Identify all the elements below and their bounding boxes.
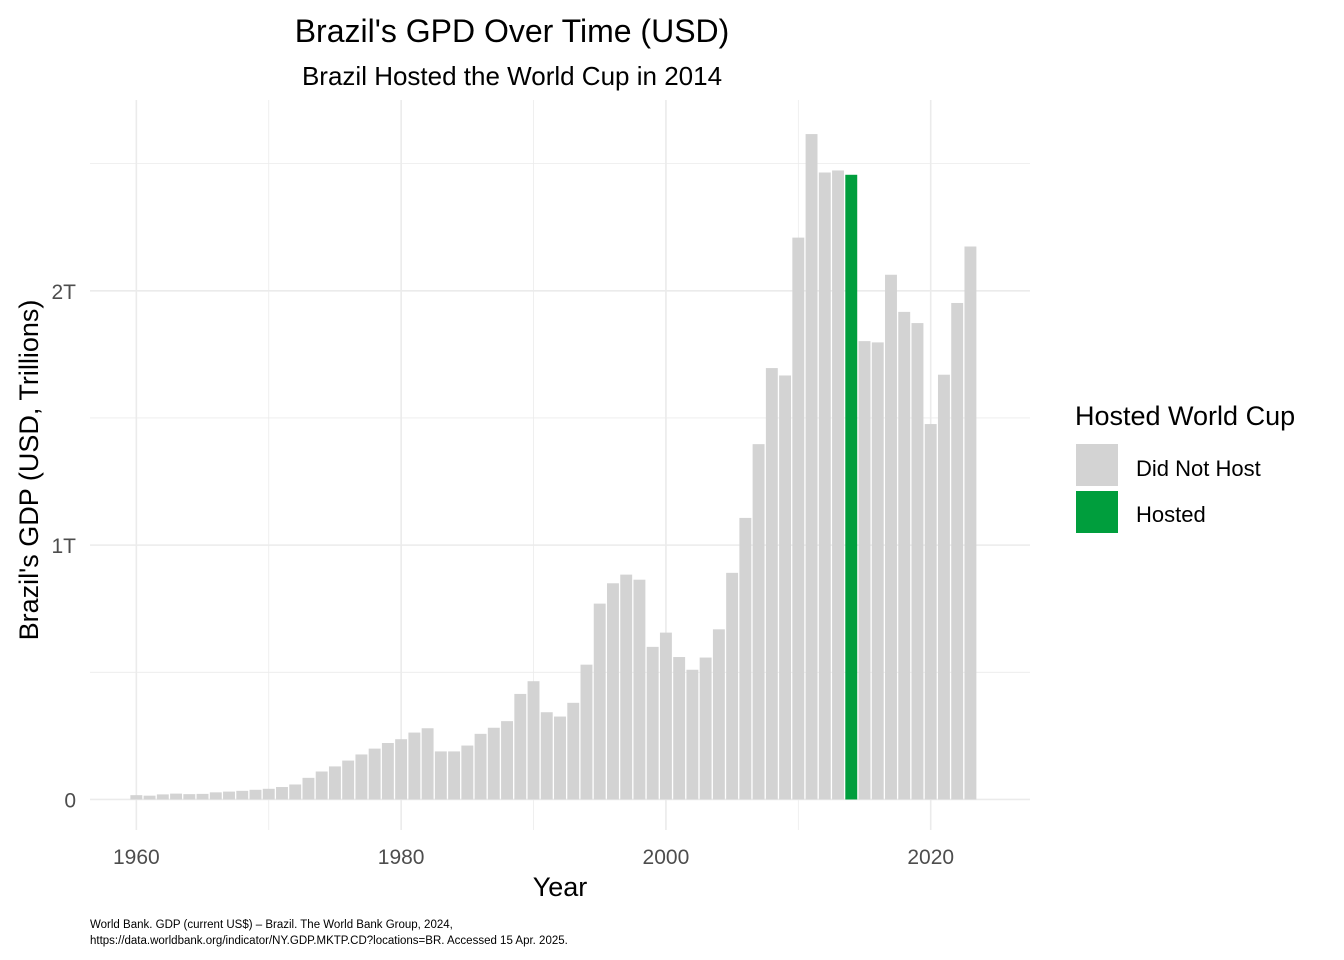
x-tick-label: 1960 xyxy=(113,846,160,869)
legend-label-did-not-host: Did Not Host xyxy=(1136,456,1261,481)
bar-1981 xyxy=(408,732,421,800)
bar-1995 xyxy=(593,603,606,800)
bar-2021 xyxy=(937,374,950,800)
bar-1997 xyxy=(620,574,633,800)
bar-1973 xyxy=(302,777,315,800)
bar-2018 xyxy=(898,311,911,800)
bar-2017 xyxy=(885,274,897,800)
bar-1969 xyxy=(249,789,262,800)
bar-1972 xyxy=(289,784,302,800)
bar-2008 xyxy=(765,368,778,800)
bar-1968 xyxy=(236,790,249,800)
x-axis-title: Year xyxy=(533,872,588,902)
bar-1961 xyxy=(143,795,156,800)
bar-1989 xyxy=(514,693,527,800)
bar-2014 xyxy=(845,174,858,800)
legend-title: Hosted World Cup xyxy=(1075,401,1295,431)
bar-1994 xyxy=(580,664,593,800)
legend-label-hosted: Hosted xyxy=(1136,502,1206,527)
bar-1986 xyxy=(474,733,487,800)
bar-1979 xyxy=(381,743,394,800)
legend: Hosted World Cup Did Not Host Hosted xyxy=(1075,401,1295,533)
chart-title: Brazil's GPD Over Time (USD) xyxy=(295,13,730,49)
bar-1993 xyxy=(567,702,580,800)
bar-1998 xyxy=(633,579,646,800)
bar-1975 xyxy=(328,766,341,800)
bar-1983 xyxy=(434,751,447,800)
bar-1984 xyxy=(448,751,461,800)
bar-1999 xyxy=(646,646,659,800)
x-tick-label: 2000 xyxy=(643,846,690,869)
y-tick-label: 1T xyxy=(51,535,76,558)
bar-1966 xyxy=(209,792,222,800)
chart-subtitle: Brazil Hosted the World Cup in 2014 xyxy=(302,61,722,91)
bar-1980 xyxy=(395,739,408,800)
bars xyxy=(130,134,977,800)
bar-2001 xyxy=(673,657,686,800)
bar-1987 xyxy=(487,727,500,800)
bar-1970 xyxy=(262,788,275,800)
bar-2015 xyxy=(858,341,871,800)
y-axis-ticks: 0 1T 2T xyxy=(51,281,76,813)
bar-1964 xyxy=(183,794,196,800)
y-tick-label: 2T xyxy=(51,281,76,304)
bar-2019 xyxy=(911,323,924,800)
bar-1976 xyxy=(342,760,355,800)
bar-1963 xyxy=(170,793,183,800)
legend-swatch-did-not-host xyxy=(1076,444,1118,486)
bar-1965 xyxy=(196,793,209,800)
bar-2013 xyxy=(832,170,844,800)
bar-1974 xyxy=(315,771,328,800)
legend-swatch-hosted xyxy=(1076,491,1118,533)
bar-2007 xyxy=(752,444,765,800)
bar-1978 xyxy=(368,748,381,800)
bar-1967 xyxy=(223,791,235,800)
bar-1996 xyxy=(607,583,619,800)
bar-2020 xyxy=(924,424,937,800)
bar-2023 xyxy=(964,246,977,800)
y-axis-title: Brazil's GDP (USD, Trillions) xyxy=(14,300,44,641)
bar-2012 xyxy=(818,172,831,800)
bar-1971 xyxy=(276,787,288,800)
bar-1991 xyxy=(540,712,553,800)
bar-2009 xyxy=(779,375,792,800)
bar-2002 xyxy=(686,669,699,800)
bar-2004 xyxy=(712,629,725,800)
y-tick-label: 0 xyxy=(64,789,76,812)
bar-2022 xyxy=(951,302,964,800)
bar-2011 xyxy=(805,134,818,800)
bar-1992 xyxy=(554,716,566,800)
bar-1982 xyxy=(421,728,434,800)
bar-1960 xyxy=(130,795,143,800)
bar-1985 xyxy=(461,745,474,800)
caption-line-2: https://data.worldbank.org/indicator/NY.… xyxy=(90,935,568,947)
bar-1990 xyxy=(527,681,540,800)
bar-2016 xyxy=(871,342,884,800)
bar-1962 xyxy=(156,794,169,800)
x-axis-ticks: 1960 1980 2000 2020 xyxy=(113,846,954,869)
x-tick-label: 2020 xyxy=(907,846,954,869)
bar-2003 xyxy=(699,657,712,800)
bar-1988 xyxy=(501,721,513,800)
bar-2000 xyxy=(659,632,672,800)
bar-1977 xyxy=(355,754,368,800)
x-tick-label: 1980 xyxy=(378,846,425,869)
bar-2005 xyxy=(726,572,739,800)
bar-2006 xyxy=(739,517,752,800)
bar-2010 xyxy=(792,237,805,800)
caption-line-1: World Bank. GDP (current US$) – Brazil. … xyxy=(90,919,453,931)
